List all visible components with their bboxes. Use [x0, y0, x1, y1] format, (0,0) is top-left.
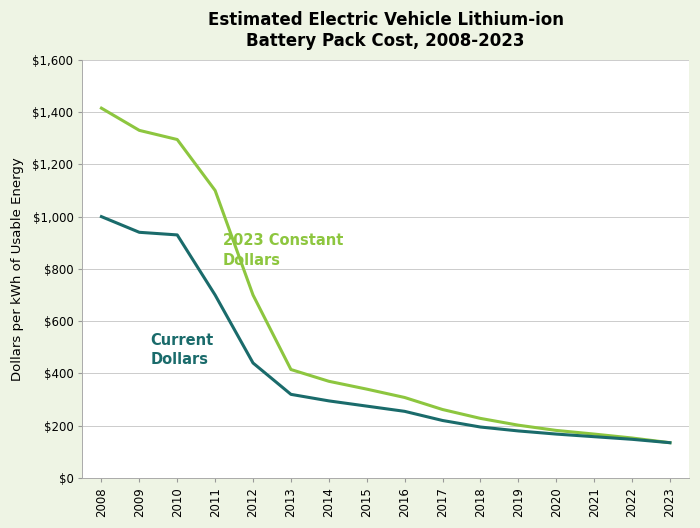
Text: Current
Dollars: Current Dollars — [150, 333, 214, 367]
Text: 2023 Constant
Dollars: 2023 Constant Dollars — [223, 233, 343, 268]
Y-axis label: Dollars per kWh of Usable Energy: Dollars per kWh of Usable Energy — [11, 157, 24, 381]
Title: Estimated Electric Vehicle Lithium-ion
Battery Pack Cost, 2008-2023: Estimated Electric Vehicle Lithium-ion B… — [208, 11, 564, 50]
